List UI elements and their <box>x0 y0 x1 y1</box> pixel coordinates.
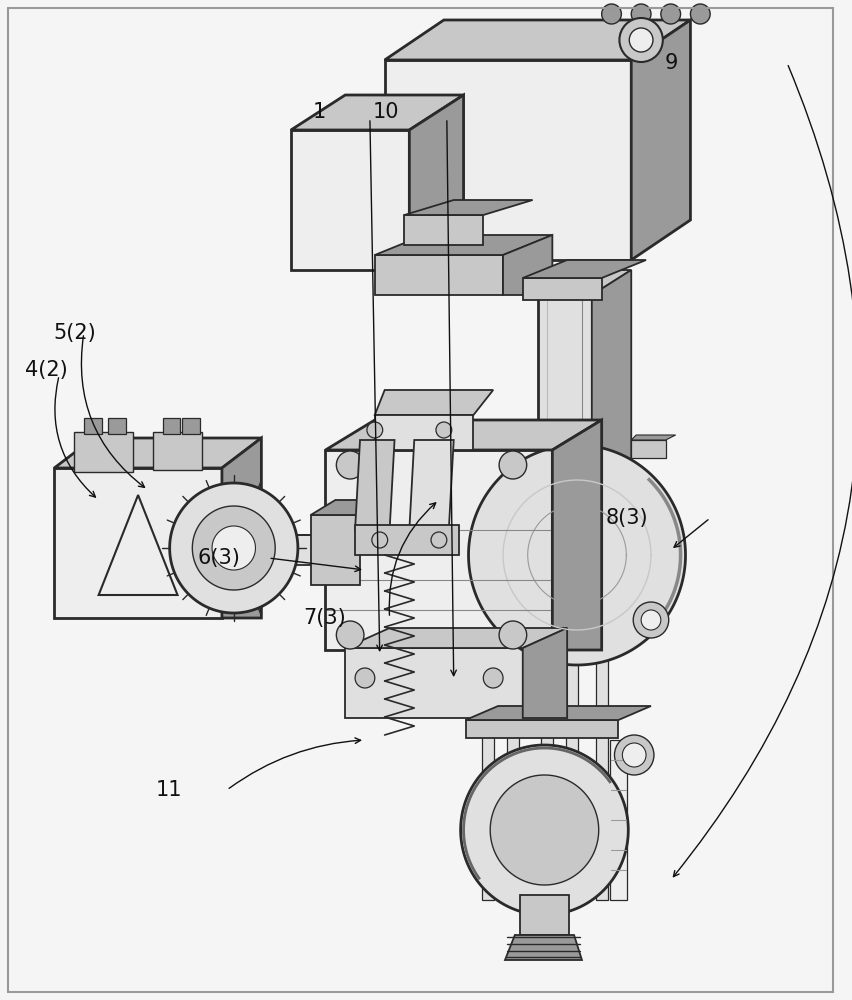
Polygon shape <box>384 20 689 60</box>
Circle shape <box>435 422 452 438</box>
Text: 6(3): 6(3) <box>198 548 240 568</box>
Polygon shape <box>310 500 384 515</box>
Text: 4(2): 4(2) <box>26 360 68 380</box>
Polygon shape <box>630 20 689 260</box>
Polygon shape <box>374 415 473 450</box>
Bar <box>566 650 578 900</box>
Circle shape <box>622 743 645 767</box>
Bar <box>74 432 133 472</box>
Polygon shape <box>522 260 645 278</box>
Text: 7(3): 7(3) <box>302 608 345 628</box>
Circle shape <box>371 532 387 548</box>
Polygon shape <box>345 628 567 648</box>
Bar <box>345 648 522 718</box>
Polygon shape <box>460 745 628 915</box>
Circle shape <box>630 4 650 24</box>
Bar <box>506 650 518 900</box>
Bar <box>384 60 630 260</box>
Polygon shape <box>170 483 297 613</box>
Polygon shape <box>55 438 261 468</box>
Bar <box>83 418 101 434</box>
Polygon shape <box>468 445 685 665</box>
Polygon shape <box>465 706 650 720</box>
Circle shape <box>336 621 364 649</box>
Bar <box>55 468 222 618</box>
Polygon shape <box>374 235 552 255</box>
Bar <box>537 295 591 575</box>
Bar <box>541 650 553 900</box>
Bar <box>291 130 409 270</box>
Polygon shape <box>212 526 255 570</box>
Circle shape <box>632 602 668 638</box>
Bar <box>374 255 503 295</box>
Bar <box>609 740 626 900</box>
Text: 11: 11 <box>155 780 182 800</box>
Circle shape <box>498 621 526 649</box>
Text: 8(3): 8(3) <box>605 508 648 528</box>
Polygon shape <box>404 200 532 215</box>
Bar <box>182 418 200 434</box>
Bar <box>227 535 335 565</box>
Circle shape <box>619 18 662 62</box>
Circle shape <box>641 610 660 630</box>
Polygon shape <box>522 628 567 718</box>
Polygon shape <box>503 235 552 295</box>
Polygon shape <box>374 390 492 415</box>
Polygon shape <box>504 935 581 960</box>
Text: 9: 9 <box>664 53 677 73</box>
Text: 10: 10 <box>372 102 399 122</box>
Polygon shape <box>591 270 630 575</box>
Polygon shape <box>354 440 394 530</box>
Circle shape <box>601 4 620 24</box>
Polygon shape <box>409 95 463 270</box>
Text: 5(2): 5(2) <box>53 323 95 343</box>
Bar <box>519 895 568 935</box>
Circle shape <box>689 4 710 24</box>
Bar <box>153 432 202 470</box>
Bar <box>481 650 493 900</box>
Circle shape <box>483 668 503 688</box>
Circle shape <box>660 4 680 24</box>
Circle shape <box>613 735 653 775</box>
Bar <box>595 650 607 900</box>
Bar <box>108 418 126 434</box>
Circle shape <box>354 668 374 688</box>
Polygon shape <box>630 435 675 440</box>
Polygon shape <box>409 440 453 530</box>
Polygon shape <box>325 420 601 450</box>
Polygon shape <box>291 95 463 130</box>
Bar <box>522 278 601 300</box>
Polygon shape <box>222 438 261 618</box>
Bar <box>325 450 552 650</box>
Bar <box>465 720 618 738</box>
Text: 1: 1 <box>313 102 325 122</box>
Circle shape <box>366 422 383 438</box>
Circle shape <box>430 532 446 548</box>
Circle shape <box>629 28 652 52</box>
Bar <box>404 215 483 245</box>
Polygon shape <box>552 420 601 650</box>
Bar <box>630 440 665 458</box>
Bar <box>354 525 458 555</box>
Polygon shape <box>537 270 630 295</box>
Polygon shape <box>490 775 598 885</box>
Bar <box>163 418 181 434</box>
Circle shape <box>336 451 364 479</box>
Polygon shape <box>192 506 275 590</box>
Bar <box>310 515 360 585</box>
Circle shape <box>498 451 526 479</box>
